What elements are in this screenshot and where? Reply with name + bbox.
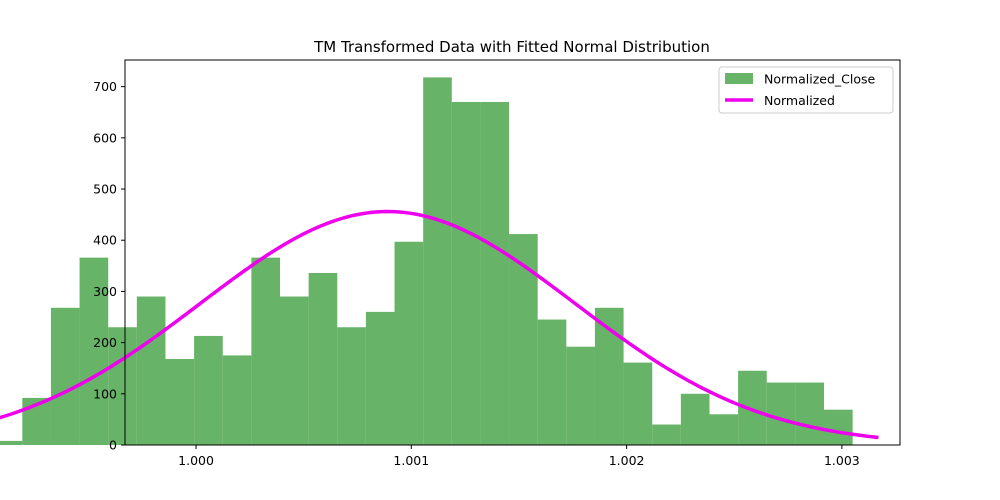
histogram-bar — [309, 273, 338, 445]
histogram-bar — [0, 441, 22, 445]
histogram-bar — [423, 77, 452, 445]
histogram-bar — [223, 355, 252, 445]
histogram-bar — [280, 297, 309, 445]
y-tick-label: 100 — [93, 386, 117, 401]
histogram-bar — [366, 312, 395, 445]
y-tick-label: 200 — [93, 335, 117, 350]
legend: Normalized_Close Normalized — [719, 67, 893, 113]
histogram-bar — [395, 242, 424, 445]
y-tick-label: 500 — [93, 182, 117, 197]
x-tick-label: 1.003 — [824, 453, 860, 468]
histogram-bar — [709, 414, 738, 445]
legend-label-normalized: Normalized — [764, 93, 835, 108]
histogram-bar — [795, 383, 824, 445]
histogram-bar — [51, 308, 80, 445]
histogram-bar — [824, 410, 853, 445]
histogram-bar — [767, 383, 796, 445]
histogram-bar — [337, 327, 366, 445]
chart-title: TM Transformed Data with Fitted Normal D… — [313, 38, 710, 56]
histogram-bar — [624, 363, 653, 445]
y-tick-label: 700 — [93, 79, 117, 94]
histogram-bar — [681, 394, 710, 445]
y-tick-label: 400 — [93, 233, 117, 248]
histogram-bar — [165, 359, 194, 445]
y-tick-label: 300 — [93, 284, 117, 299]
legend-swatch-normalized-close — [725, 73, 753, 84]
histogram-bar — [480, 102, 509, 445]
histogram-bar — [137, 297, 166, 445]
y-tick-label: 0 — [109, 438, 117, 453]
histogram-bar — [452, 102, 481, 445]
legend-label-normalized-close: Normalized_Close — [764, 72, 875, 87]
histogram-bar — [251, 258, 280, 445]
y-tick-label: 600 — [93, 130, 117, 145]
histogram-bar — [566, 347, 595, 445]
x-tick-label: 1.002 — [609, 453, 645, 468]
x-tick-label: 1.001 — [393, 453, 429, 468]
histogram-bar — [652, 425, 681, 445]
histogram-bar — [538, 320, 567, 445]
x-tick-label: 1.000 — [178, 453, 214, 468]
histogram-bar — [194, 336, 223, 445]
